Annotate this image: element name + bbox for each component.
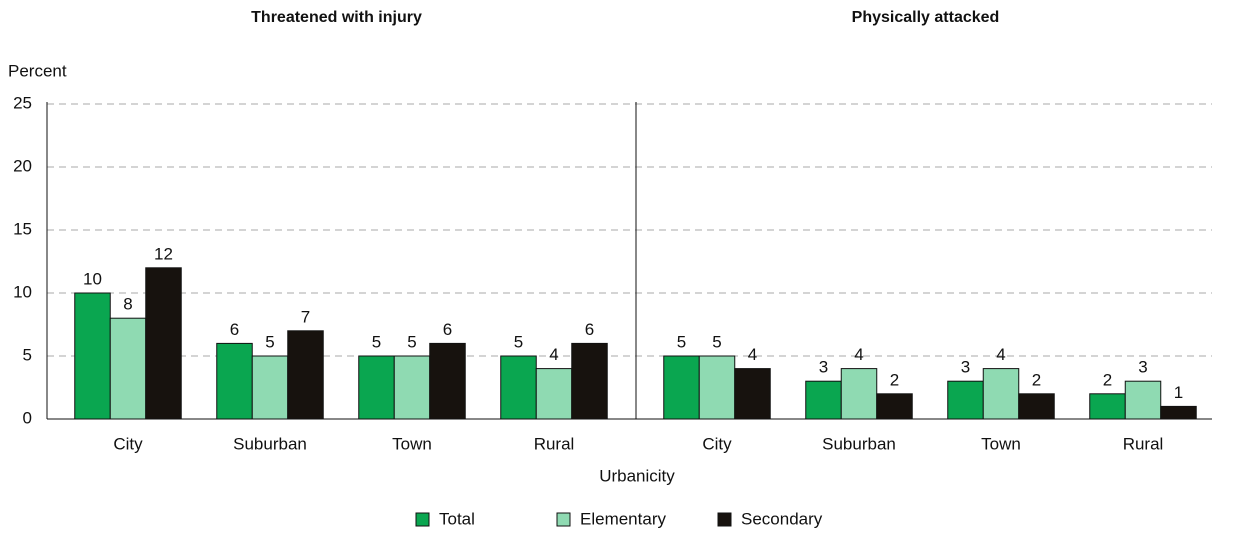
legend-label: Secondary	[741, 509, 823, 528]
legend-label: Total	[439, 509, 475, 528]
x-axis-label: Urbanicity	[599, 466, 675, 485]
x-tick-label: Rural	[534, 434, 575, 453]
data-label: 2	[1103, 370, 1112, 389]
bar	[734, 368, 771, 420]
bar	[947, 380, 984, 420]
bar	[145, 267, 182, 420]
x-tick-label: Suburban	[233, 434, 307, 453]
y-tick-label: 25	[13, 93, 32, 112]
panel-title: Threatened with injury	[251, 9, 422, 26]
y-tick-label: 10	[13, 282, 32, 301]
legend-swatch	[556, 512, 571, 527]
data-label: 5	[372, 332, 381, 351]
x-tick-label: City	[113, 434, 143, 453]
y-tick-label: 15	[13, 219, 32, 238]
bar	[663, 355, 700, 420]
bar	[1160, 405, 1197, 420]
panel-title: Physically attacked	[852, 9, 1000, 26]
bar	[287, 330, 324, 420]
bar	[1018, 393, 1055, 420]
data-label: 8	[123, 295, 132, 314]
legend-label: Elementary	[580, 509, 666, 528]
bar	[74, 292, 111, 420]
x-tick-label: Town	[981, 434, 1021, 453]
bar	[982, 368, 1020, 420]
bar	[109, 317, 147, 420]
data-label: 6	[443, 320, 452, 339]
legend-swatch	[717, 512, 732, 527]
data-label: 6	[230, 320, 239, 339]
legend-swatch	[415, 512, 430, 527]
data-label: 3	[1138, 358, 1147, 377]
data-label: 5	[265, 332, 274, 351]
data-label: 5	[712, 332, 721, 351]
bar	[216, 342, 253, 420]
bar	[1089, 393, 1126, 420]
bar	[840, 368, 878, 420]
data-label: 4	[549, 345, 558, 364]
y-tick-label: 20	[13, 156, 32, 175]
bar	[876, 393, 913, 420]
x-tick-label: Rural	[1123, 434, 1164, 453]
bar	[571, 342, 608, 420]
y-tick-label: 5	[23, 345, 32, 364]
data-label: 10	[83, 269, 102, 288]
data-label: 12	[154, 244, 173, 263]
data-label: 3	[961, 358, 970, 377]
data-label: 2	[890, 370, 899, 389]
data-label: 5	[514, 332, 523, 351]
data-label: 4	[748, 345, 757, 364]
x-tick-label: City	[702, 434, 732, 453]
bar	[535, 368, 573, 420]
bar	[358, 355, 395, 420]
bar	[393, 355, 431, 420]
data-label: 4	[996, 345, 1005, 364]
bar	[251, 355, 289, 420]
bar	[698, 355, 736, 420]
data-label: 5	[677, 332, 686, 351]
data-label: 6	[585, 320, 594, 339]
bar	[805, 380, 842, 420]
y-tick-label: 0	[23, 408, 32, 427]
data-label: 1	[1174, 383, 1183, 402]
data-label: 3	[819, 358, 828, 377]
bar	[429, 342, 466, 420]
data-label: 5	[407, 332, 416, 351]
x-tick-label: Town	[392, 434, 432, 453]
bar	[1124, 380, 1162, 420]
bar	[500, 355, 537, 420]
data-label: 7	[301, 307, 310, 326]
x-tick-label: Suburban	[822, 434, 896, 453]
data-label: 2	[1032, 370, 1041, 389]
data-label: 4	[854, 345, 863, 364]
y-axis-label: Percent	[8, 61, 67, 80]
